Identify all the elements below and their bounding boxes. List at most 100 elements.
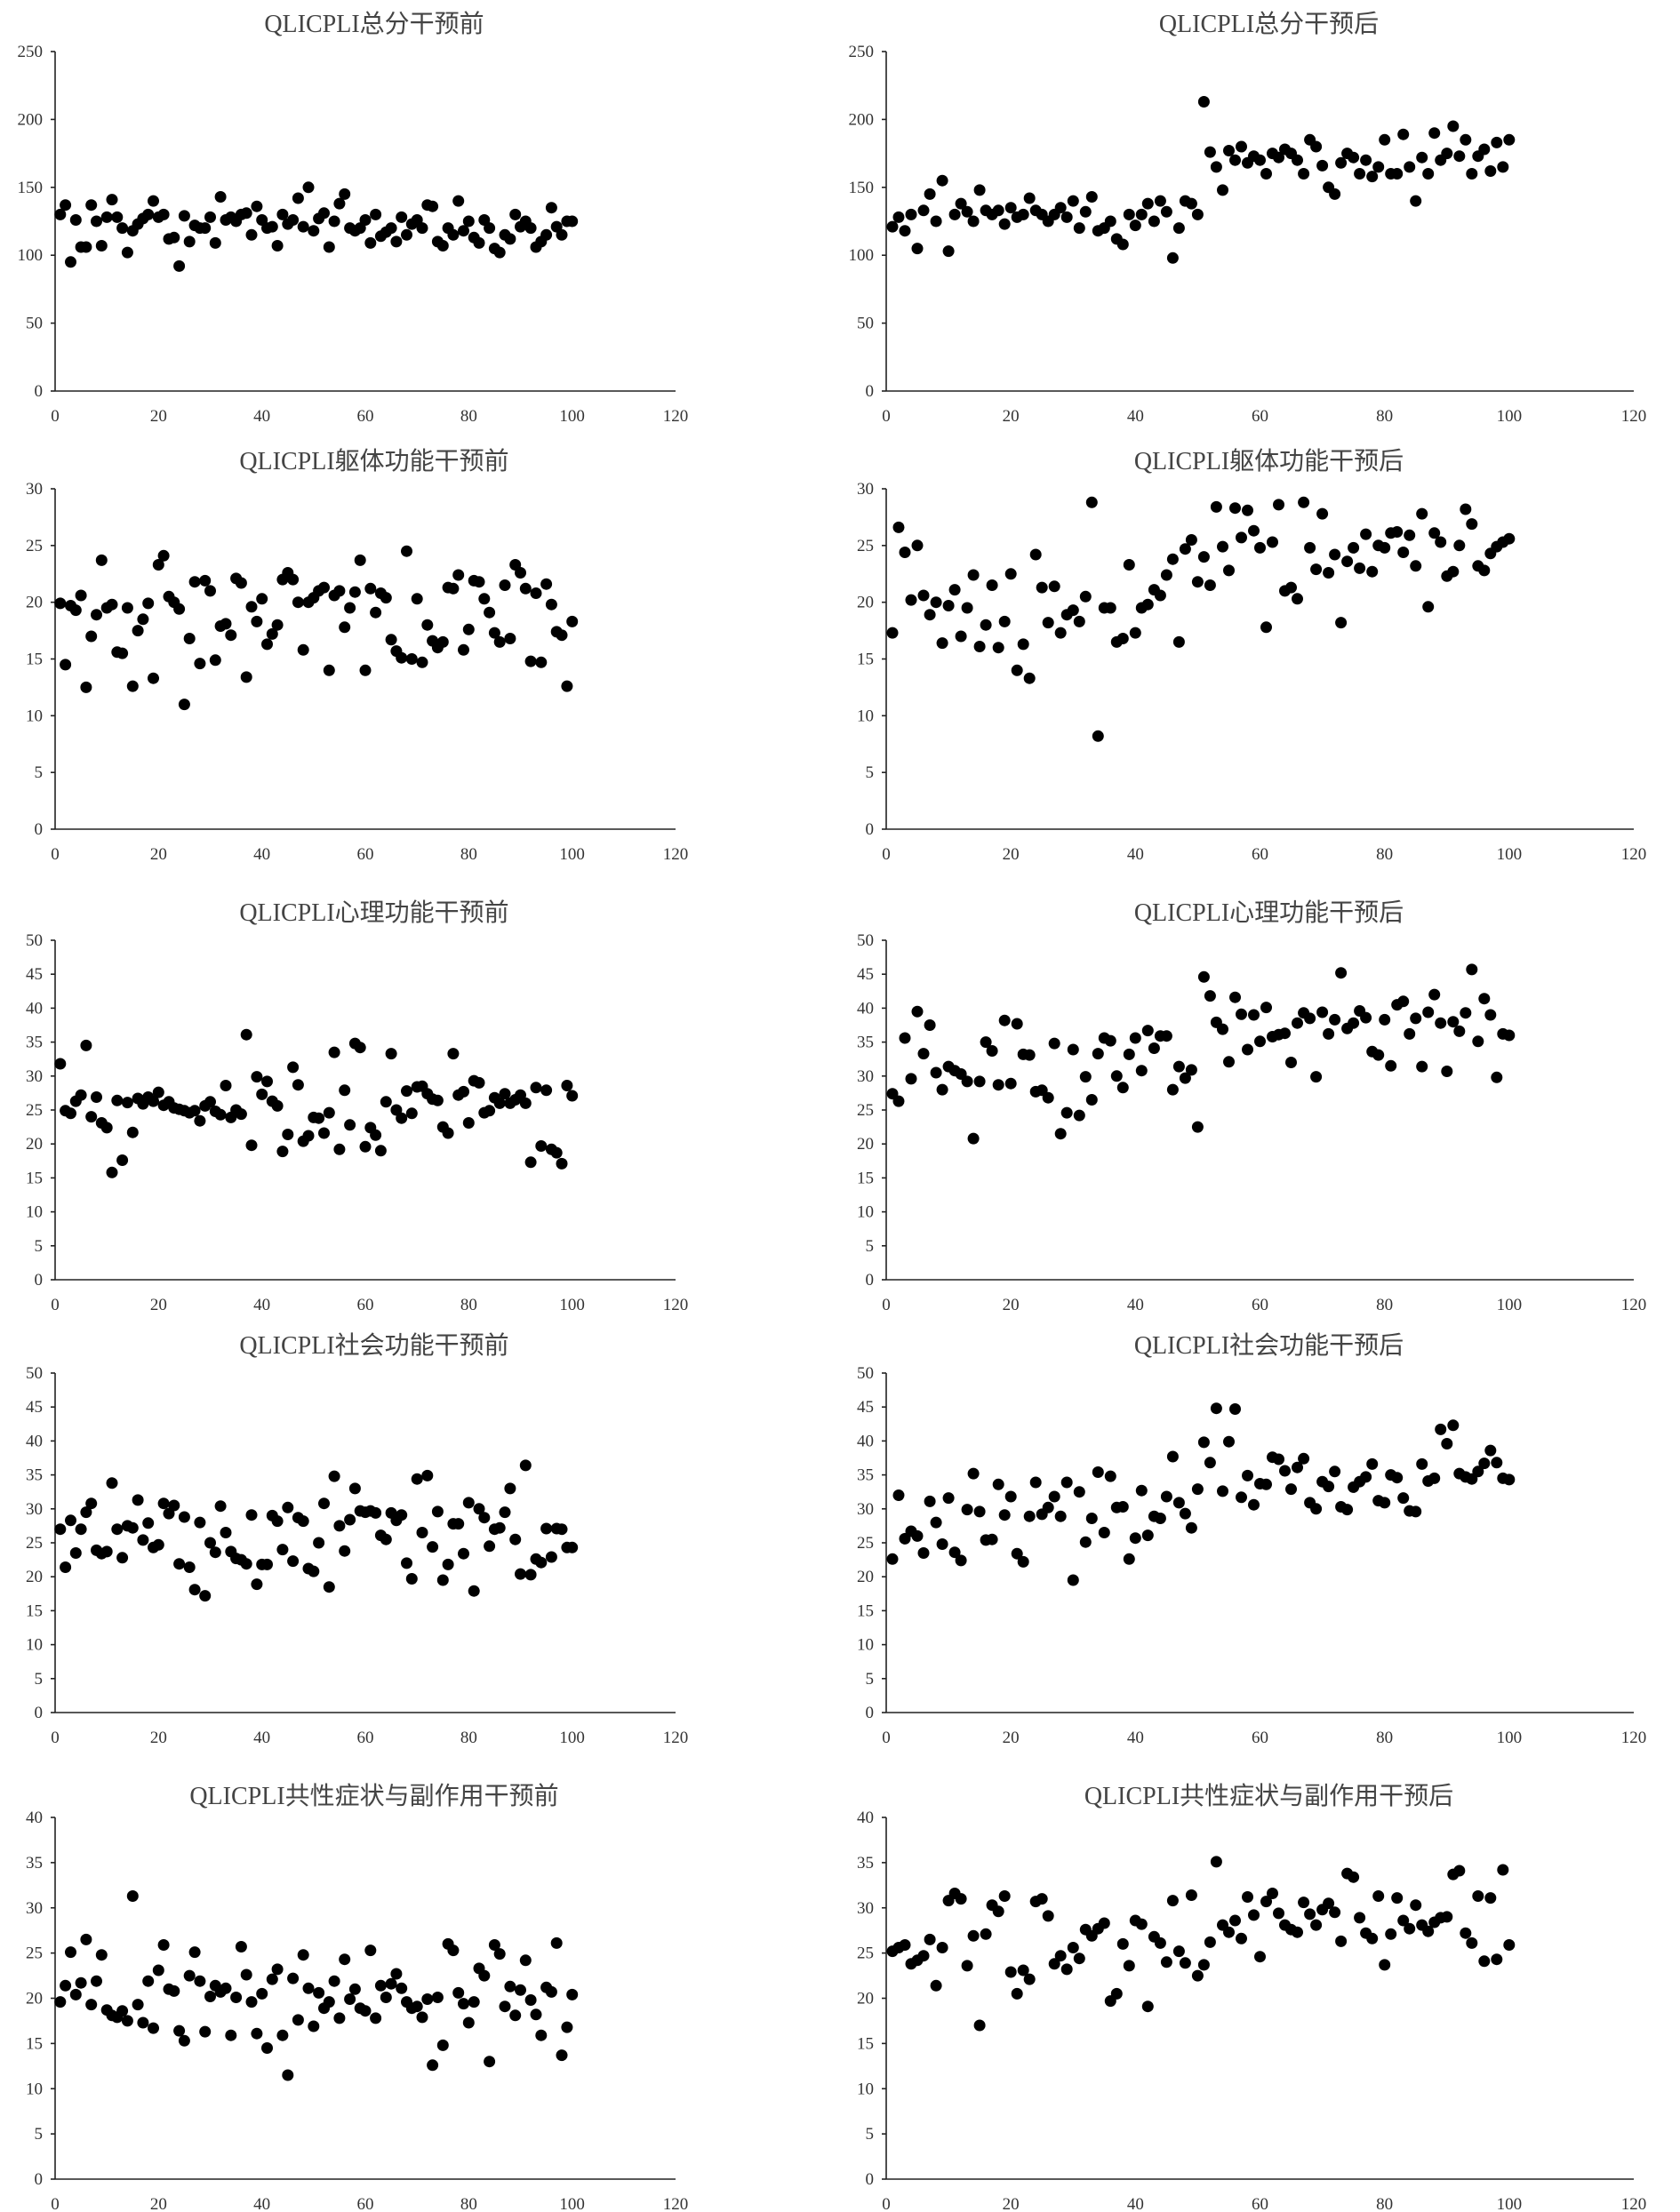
data-point bbox=[1410, 560, 1422, 572]
data-point bbox=[276, 1544, 289, 1556]
data-point bbox=[504, 233, 516, 245]
data-point bbox=[917, 1048, 930, 1060]
data-point bbox=[374, 1979, 387, 1992]
data-point bbox=[917, 204, 930, 217]
data-point bbox=[235, 1941, 247, 1952]
x-tick-label: 20 bbox=[150, 407, 167, 426]
data-point bbox=[251, 200, 263, 212]
data-point bbox=[385, 1977, 397, 1990]
data-point bbox=[318, 1497, 330, 1510]
data-point bbox=[1160, 1956, 1172, 1968]
y-tick-label: 10 bbox=[26, 707, 43, 725]
data-point bbox=[911, 1005, 924, 1018]
data-point bbox=[488, 1939, 500, 1951]
data-point bbox=[955, 630, 967, 643]
data-point bbox=[80, 1039, 92, 1051]
data-point bbox=[462, 2016, 475, 2029]
data-point bbox=[930, 1066, 942, 1079]
data-point bbox=[1148, 215, 1160, 228]
data-point bbox=[1073, 1486, 1085, 1498]
data-point bbox=[1279, 1465, 1291, 1477]
data-point bbox=[1435, 1017, 1447, 1029]
data-point bbox=[1042, 1501, 1054, 1513]
data-point bbox=[1135, 1065, 1148, 1077]
data-point bbox=[1460, 133, 1472, 146]
y-tick-label: 10 bbox=[857, 707, 874, 725]
data-point bbox=[261, 1075, 273, 1088]
x-tick-label: 20 bbox=[150, 845, 167, 864]
data-point bbox=[339, 1953, 351, 1966]
data-point bbox=[1166, 553, 1179, 565]
data-point bbox=[405, 1107, 418, 1120]
data-point bbox=[1004, 202, 1017, 214]
data-point bbox=[396, 211, 408, 223]
data-point bbox=[168, 1984, 180, 1997]
data-point bbox=[183, 1561, 196, 1573]
data-point bbox=[54, 1058, 67, 1070]
y-tick-label: 35 bbox=[857, 1854, 874, 1873]
data-point bbox=[271, 1963, 284, 1976]
data-point bbox=[1379, 541, 1391, 554]
data-point bbox=[458, 1085, 469, 1098]
data-point bbox=[1478, 143, 1491, 156]
data-point bbox=[1098, 1917, 1110, 1929]
y-tick-label: 25 bbox=[26, 1101, 43, 1120]
x-tick-label: 0 bbox=[51, 2195, 60, 2212]
data-point bbox=[240, 671, 252, 683]
data-point bbox=[1129, 1532, 1141, 1545]
data-point bbox=[1466, 518, 1478, 531]
data-point bbox=[313, 1112, 325, 1124]
data-point bbox=[405, 1573, 418, 1585]
data-point bbox=[1466, 1936, 1478, 1949]
data-point bbox=[458, 1547, 469, 1560]
data-point bbox=[374, 1145, 387, 1157]
data-point bbox=[967, 1467, 980, 1480]
data-point bbox=[168, 231, 180, 244]
data-point bbox=[524, 222, 537, 235]
data-point bbox=[504, 1980, 516, 1992]
data-point bbox=[132, 625, 144, 637]
data-point bbox=[886, 1553, 899, 1565]
data-point bbox=[240, 1968, 252, 1981]
data-point bbox=[390, 236, 403, 248]
data-point bbox=[1404, 1027, 1416, 1040]
data-point bbox=[1011, 1987, 1023, 2000]
data-point bbox=[100, 1545, 113, 1558]
data-point bbox=[256, 593, 268, 605]
data-point bbox=[54, 597, 67, 610]
data-point bbox=[183, 1969, 196, 1982]
data-point bbox=[1141, 1025, 1154, 1037]
data-point bbox=[1341, 555, 1354, 568]
data-point bbox=[91, 1091, 102, 1103]
data-point bbox=[1453, 539, 1466, 552]
data-point bbox=[80, 1933, 92, 1945]
data-point bbox=[535, 2029, 548, 2041]
data-point bbox=[556, 228, 568, 241]
data-point bbox=[524, 1156, 537, 1169]
data-point bbox=[545, 1551, 557, 1563]
data-point bbox=[1079, 1071, 1092, 1083]
y-tick-label: 100 bbox=[849, 246, 875, 265]
data-point bbox=[1397, 1914, 1410, 1927]
data-point bbox=[1497, 161, 1509, 173]
data-point bbox=[1242, 1469, 1253, 1481]
data-point bbox=[484, 606, 496, 619]
data-point bbox=[1379, 133, 1391, 146]
data-point bbox=[1248, 524, 1260, 537]
data-point bbox=[106, 1477, 118, 1489]
data-point bbox=[1484, 1892, 1497, 1905]
data-point bbox=[411, 2000, 423, 2013]
data-point bbox=[1329, 1465, 1341, 1478]
data-point bbox=[416, 222, 428, 235]
data-point bbox=[1036, 1893, 1048, 1905]
x-tick-label: 120 bbox=[1621, 1729, 1647, 1747]
y-tick-label: 0 bbox=[866, 820, 875, 839]
data-point bbox=[1310, 140, 1323, 153]
data-point bbox=[980, 1928, 992, 1940]
data-point bbox=[323, 664, 335, 676]
data-point bbox=[106, 194, 118, 206]
data-point bbox=[348, 586, 361, 598]
data-point bbox=[396, 651, 408, 664]
data-point bbox=[1472, 1890, 1484, 1902]
